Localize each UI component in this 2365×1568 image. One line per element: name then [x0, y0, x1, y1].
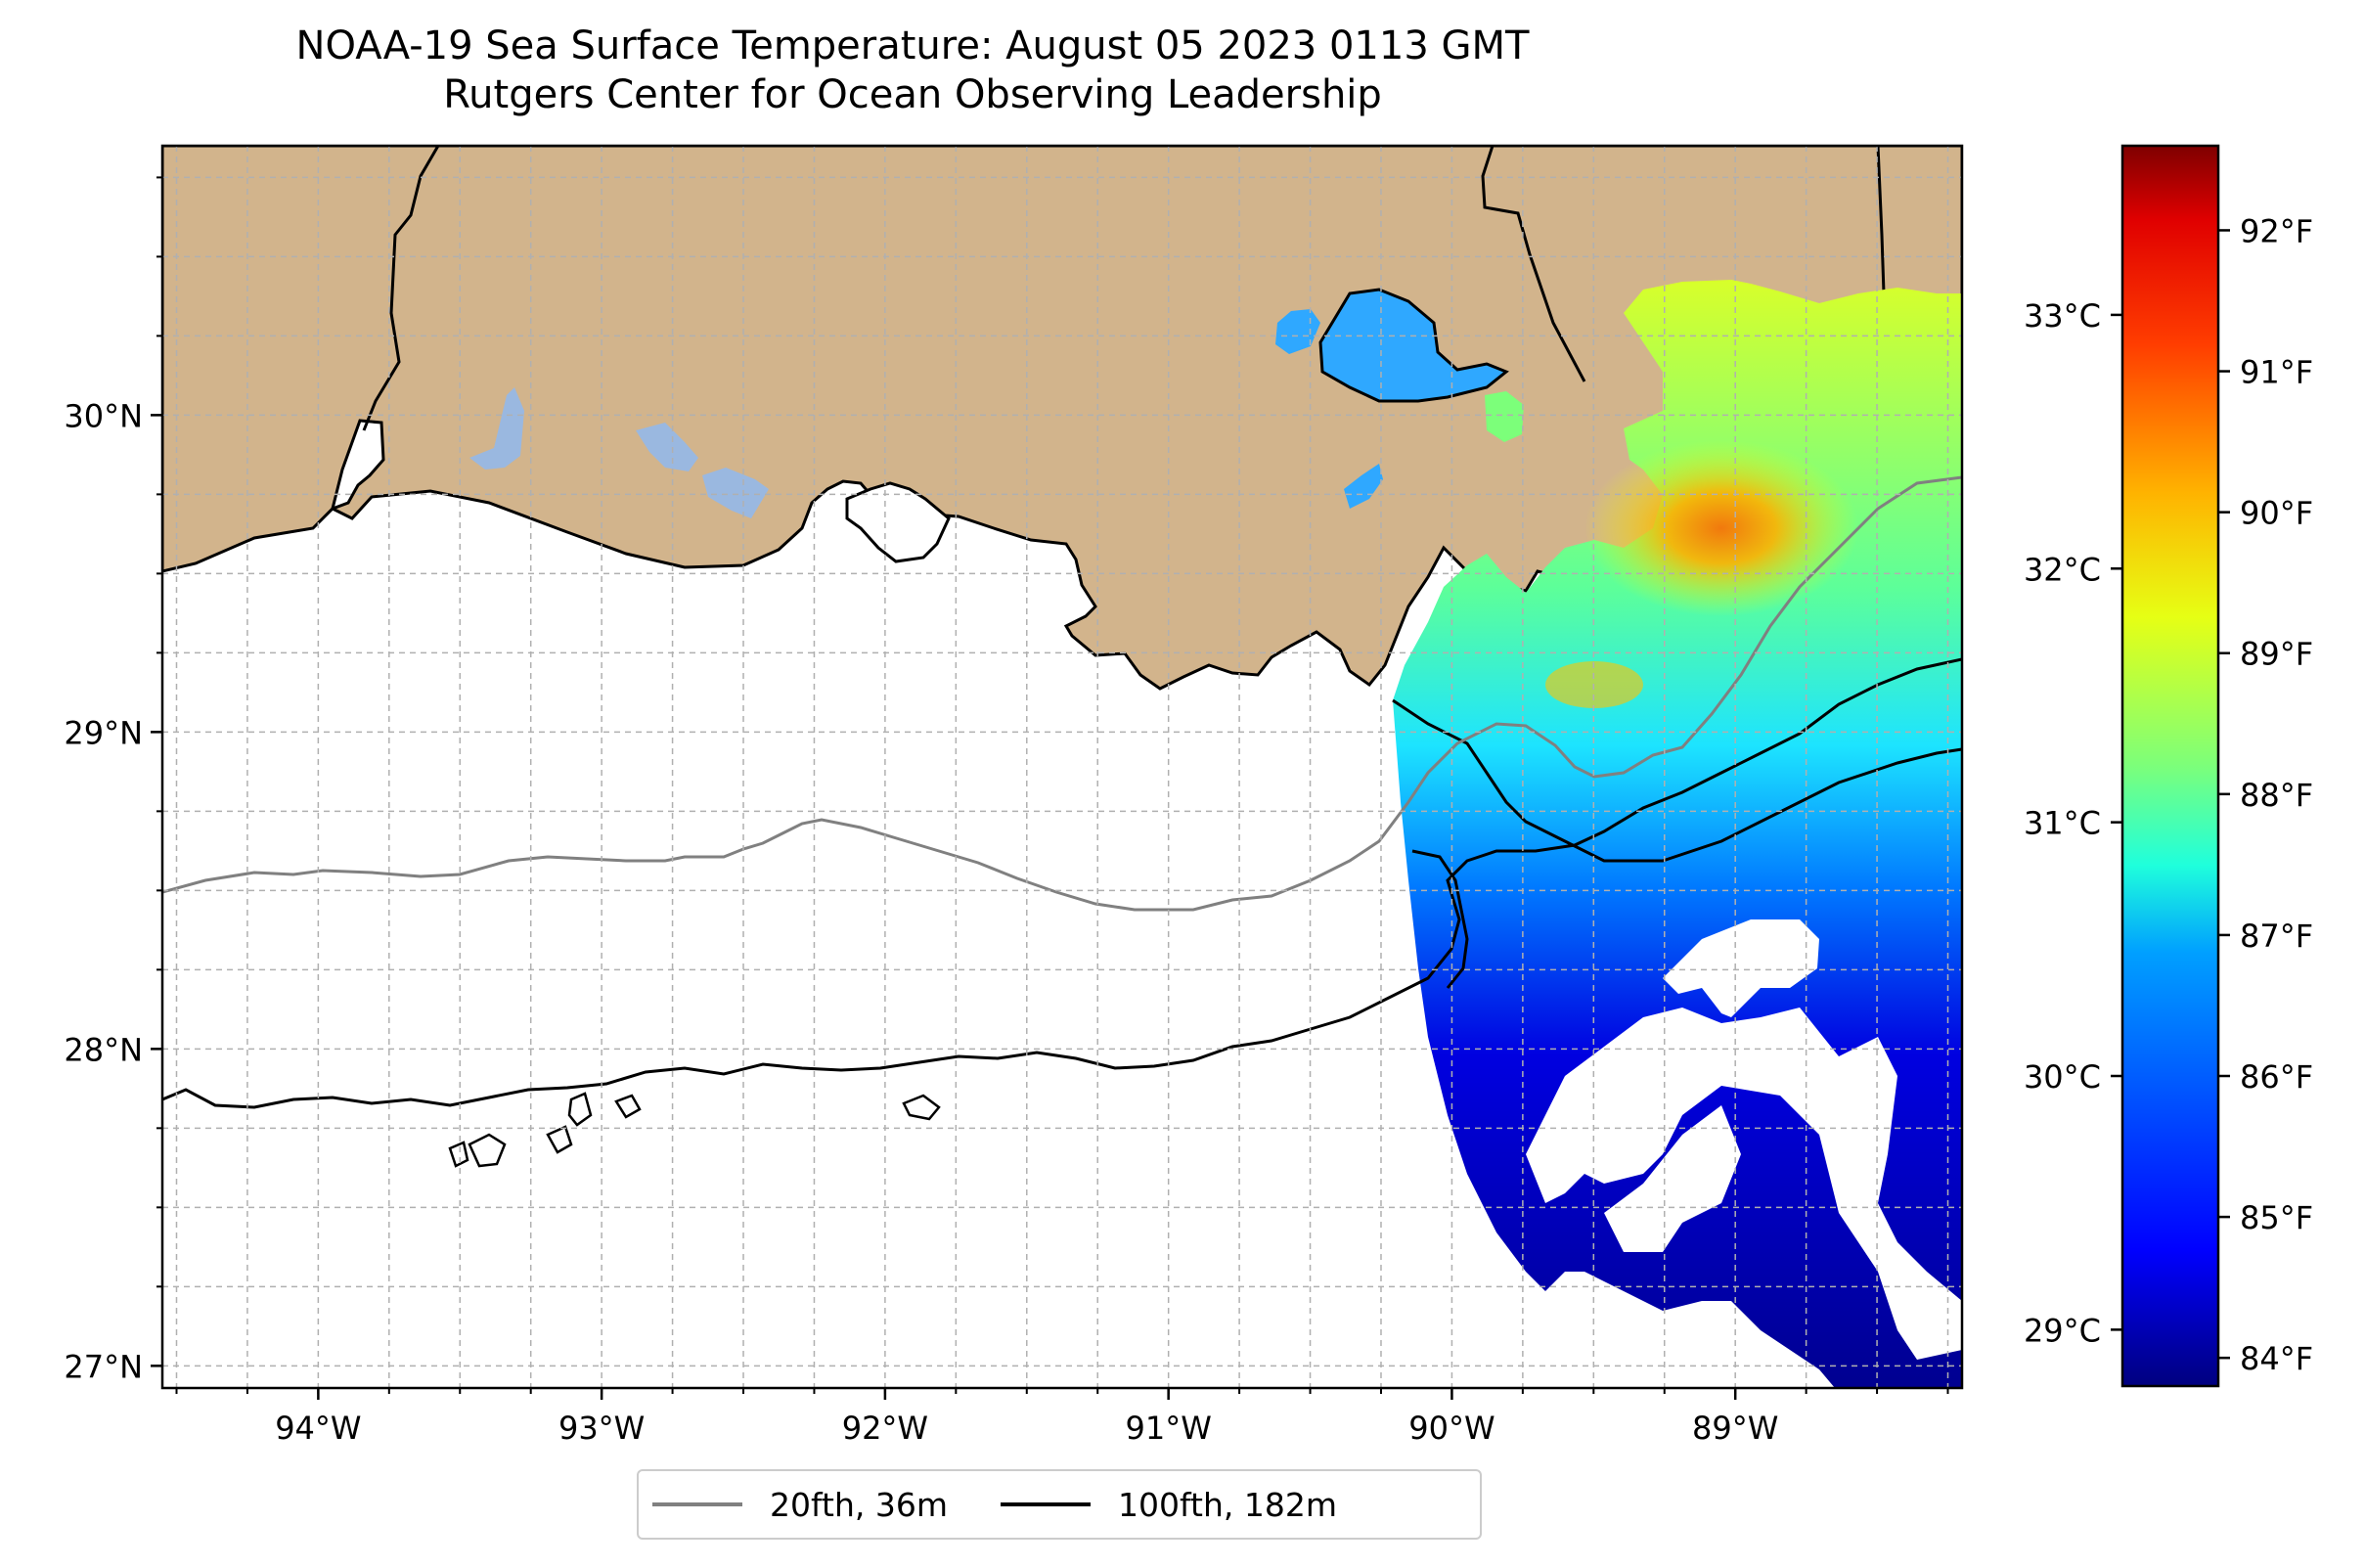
colorbar-f-label: 90°F — [2240, 495, 2313, 532]
calcasieu-lake — [330, 419, 385, 512]
colorbar-c-label: 29°C — [2024, 1312, 2101, 1349]
colorbar-celsius-ticks: 33°C 32°C 31°C 30°C 29°C — [2024, 297, 2122, 1349]
lat-tick-label: 30°N — [64, 397, 143, 434]
map-panel: 94°W 93°W 92°W 91°W 90°W 89°W 30°N 29°N 28°N 27°… — [64, 144, 1964, 1447]
sst-lake-maurepas — [1485, 391, 1524, 442]
colorbar-c-label: 31°C — [2024, 805, 2101, 842]
colorbar: 92°F 91°F 90°F 89°F 88°F 87°F 86°F 85°F 84°F 33°… — [2024, 144, 2313, 1388]
state-border — [1481, 146, 1586, 382]
colorbar-f-label: 92°F — [2240, 212, 2313, 249]
map-frame — [160, 144, 1964, 1390]
gridlines — [162, 146, 1962, 1388]
sst-warm-core — [1584, 440, 1858, 616]
reef-outline-3 — [614, 1094, 642, 1119]
lon-tick-label: 93°W — [558, 1410, 645, 1447]
colorbar-f-label: 84°F — [2240, 1340, 2313, 1377]
legend-label-100fth: 100fth, 182m — [1118, 1485, 1337, 1524]
inland-lake-2 — [636, 423, 698, 471]
legend-label-20fth: 20fth, 36m — [770, 1485, 948, 1524]
reef-outline-1 — [468, 1133, 507, 1168]
lon-tick-label: 90°W — [1408, 1410, 1495, 1447]
inland-lake-1 — [469, 387, 524, 470]
colorbar-f-label: 88°F — [2240, 777, 2313, 814]
lon-tick-label: 89°W — [1692, 1410, 1778, 1447]
colorbar-f-label: 87°F — [2240, 918, 2313, 955]
reef-outline-2 — [567, 1092, 593, 1127]
lat-tick-label: 28°N — [64, 1031, 143, 1068]
cloud-mask-4 — [1751, 1350, 1786, 1388]
state-border-east — [1876, 146, 1886, 294]
title-line-1: NOAA-19 Sea Surface Temperature: August … — [295, 23, 1530, 68]
reef-outline-5 — [448, 1141, 469, 1168]
lon-tick-label: 91°W — [1125, 1410, 1211, 1447]
sst-lake-small-1 — [1275, 309, 1320, 354]
colorbar-c-label: 32°C — [2024, 551, 2101, 588]
lon-tick-label: 94°W — [275, 1410, 361, 1447]
longitude-ticks: 94°W 93°W 92°W 91°W 90°W 89°W — [175, 1388, 1949, 1447]
colorbar-f-label: 86°F — [2240, 1058, 2313, 1096]
reef-outline-4 — [902, 1094, 941, 1121]
colorbar-f-label: 85°F — [2240, 1199, 2313, 1236]
contour-20fth — [162, 475, 1962, 912]
reef-outline-6 — [546, 1125, 573, 1154]
state-border-west — [362, 146, 440, 431]
cloud-mask — [1663, 919, 1819, 1017]
legend: 20fth, 36m 100fth, 182m — [637, 1469, 1482, 1540]
inland-lake-3 — [702, 468, 769, 518]
map-title: NOAA-19 Sea Surface Temperature: August … — [0, 22, 1825, 119]
colorbar-c-label: 30°C — [2024, 1058, 2101, 1096]
title-line-2: Rutgers Center for Ocean Observing Leade… — [443, 72, 1382, 117]
legend-line-20fth — [652, 1502, 742, 1506]
colorbar-f-label: 91°F — [2240, 354, 2313, 391]
vermilion-bay — [845, 481, 951, 563]
sst-lake-pontchartrain — [1318, 288, 1509, 403]
lon-tick-label: 92°W — [842, 1410, 928, 1447]
colorbar-f-label: 89°F — [2240, 636, 2313, 673]
legend-item-20fth: 20fth, 36m — [652, 1486, 948, 1524]
colorbar-c-label: 33°C — [2024, 297, 2101, 335]
cloud-mask-3 — [1604, 1105, 1741, 1252]
cloud-mask-2 — [1526, 1008, 1962, 1360]
lat-tick-label: 29°N — [64, 714, 143, 751]
legend-line-100fth — [1001, 1502, 1091, 1506]
sst-lake-small-2 — [1344, 464, 1383, 509]
colorbar-bar — [2120, 144, 2220, 1388]
delta-coastline — [1392, 698, 1962, 863]
latitude-ticks: 30°N 29°N 28°N 27°N — [64, 176, 162, 1385]
colorbar-fahrenheit-ticks: 92°F 91°F 90°F 89°F 88°F 87°F 86°F 85°F 84°F — [2218, 212, 2313, 1377]
legend-item-100fth: 100fth, 182m — [1001, 1486, 1337, 1524]
delta-coastline-2 — [1411, 849, 1469, 989]
contour-100fth — [162, 657, 1962, 1109]
lat-tick-label: 27°N — [64, 1348, 143, 1385]
